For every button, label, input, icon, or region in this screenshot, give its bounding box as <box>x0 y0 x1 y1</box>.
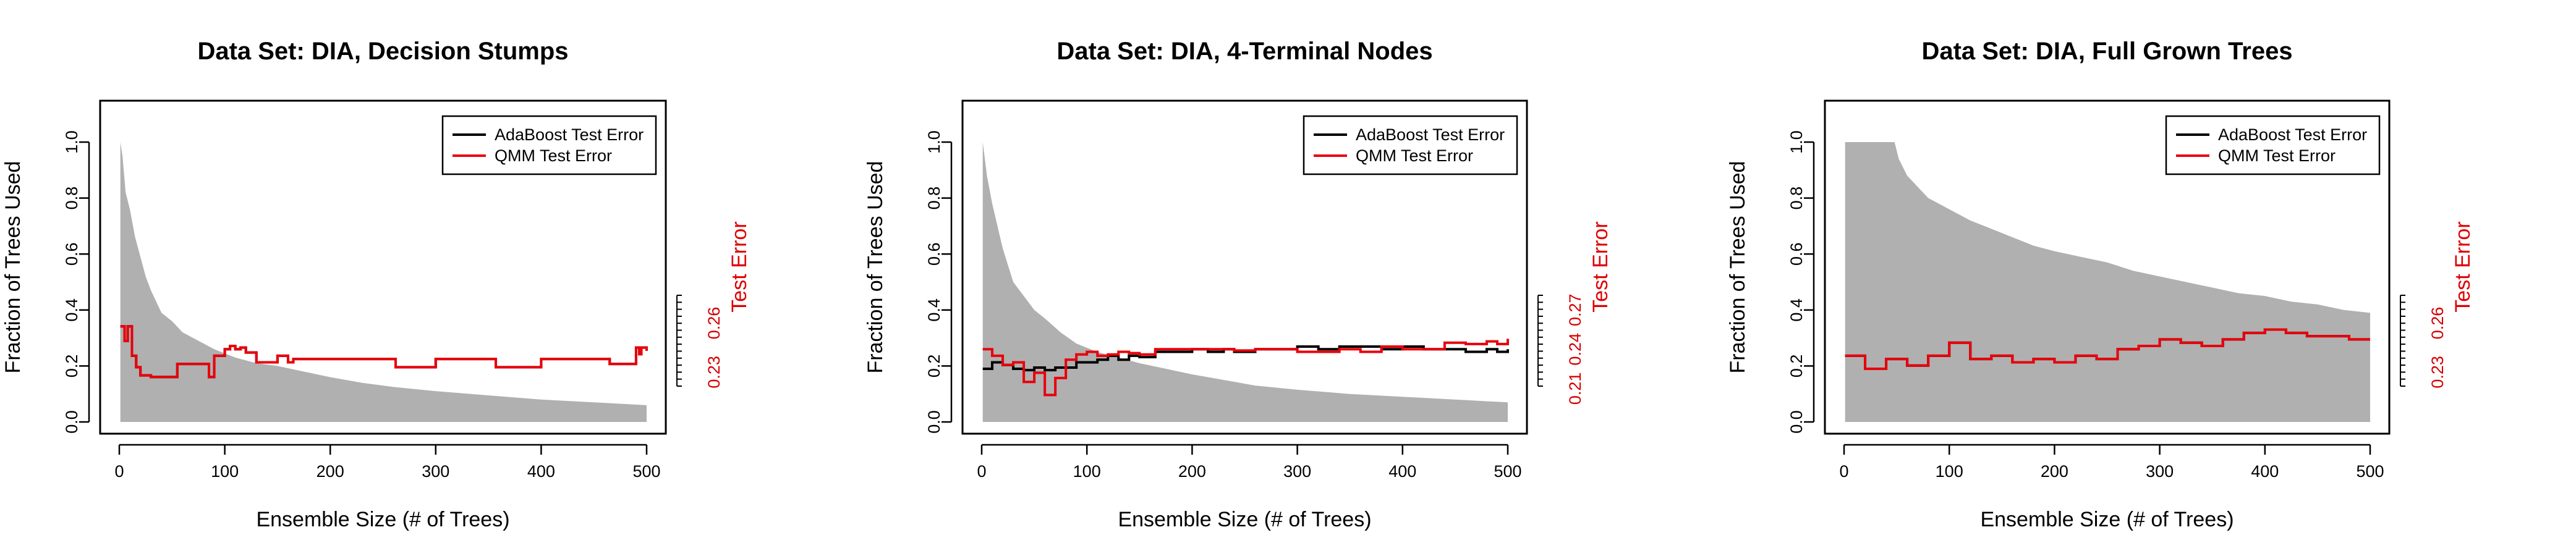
x-tick-label: 0 <box>1839 462 1848 481</box>
x-tick-label: 200 <box>317 462 344 481</box>
x-tick-label: 500 <box>2356 462 2384 481</box>
legend-entry-adaboost: AdaBoost Test Error <box>2218 125 2367 144</box>
chart-title: Data Set: DIA, 4-Terminal Nodes <box>1056 38 1432 65</box>
x-tick-label: 0 <box>114 462 124 481</box>
y-tick-label: 0.4 <box>925 298 943 322</box>
legend-entry-adaboost: AdaBoost Test Error <box>1356 125 1505 144</box>
y-axis-label: Fraction of Trees Used <box>1726 161 1749 374</box>
legend-entry-qmm: QMM Test Error <box>1356 146 1473 165</box>
right-axis-label: Test Error <box>728 221 751 312</box>
x-tick-label: 0 <box>977 462 986 481</box>
x-tick-label: 500 <box>1494 462 1521 481</box>
y-tick-label: 0.6 <box>925 242 943 266</box>
x-tick-label: 300 <box>2146 462 2174 481</box>
y-tick-label: 0.8 <box>62 187 81 210</box>
x-tick-label: 300 <box>1283 462 1311 481</box>
qmm-error-line <box>120 325 648 379</box>
right-tick-label: 0.24 <box>1566 333 1584 366</box>
y-tick-label: 1.0 <box>1787 130 1806 154</box>
x-tick-label: 300 <box>422 462 449 481</box>
right-tick-label: 0.21 <box>1566 373 1584 405</box>
legend-entry-adaboost: AdaBoost Test Error <box>495 125 644 144</box>
x-axis-label: Ensemble Size (# of Trees) <box>256 508 509 531</box>
chart-panel-3: Data Set: DIA, Full Grown Trees 0.0 0.2 0.4… <box>1726 38 2475 531</box>
y-tick-label: 0.2 <box>62 355 81 378</box>
y-tick-label: 0.0 <box>925 410 943 434</box>
x-tick-label: 100 <box>211 462 239 481</box>
legend-entry-qmm: QMM Test Error <box>2218 146 2336 165</box>
x-tick-label: 100 <box>1073 462 1101 481</box>
fraction-trees-area <box>982 142 1508 422</box>
fraction-trees-area <box>120 142 647 422</box>
right-axis-label: Test Error <box>1589 221 1612 312</box>
x-tick-label: 500 <box>632 462 660 481</box>
right-tick-label: 0.26 <box>705 307 723 340</box>
y-tick-label: 1.0 <box>925 130 943 154</box>
plot-frame <box>961 99 1528 435</box>
qmm-error-line <box>982 339 1509 397</box>
chart-panel-1: Data Set: DIA, Decision Stumps 0.0 0.2 0.4 0… <box>1 38 751 531</box>
plot-frame <box>1824 99 2391 435</box>
chart-panel-2: Data Set: DIA, 4-Terminal Nodes 0.0 0.2 0.4… <box>864 38 1612 531</box>
right-tick-label: 0.23 <box>705 356 723 389</box>
right-tick-label: 0.23 <box>2428 356 2447 389</box>
y-tick-label: 0.4 <box>1787 298 1806 322</box>
y-tick-label: 0.6 <box>62 242 81 266</box>
y-tick-label: 1.0 <box>62 130 81 154</box>
x-tick-label: 200 <box>2041 462 2068 481</box>
right-tick-label: 0.27 <box>1566 293 1584 326</box>
x-tick-label: 100 <box>1936 462 1963 481</box>
x-axis-label: Ensemble Size (# of Trees) <box>1980 508 2234 531</box>
x-tick-label: 400 <box>1388 462 1416 481</box>
legend-box <box>1303 115 1518 175</box>
adaboost-error-line <box>982 345 1509 372</box>
y-tick-label: 0.8 <box>1787 187 1806 210</box>
y-tick-label: 0.8 <box>925 187 943 210</box>
plot-frame <box>99 99 667 435</box>
chart-title: Data Set: DIA, Full Grown Trees <box>1921 38 2292 65</box>
y-tick-label: 0.6 <box>1787 242 1806 266</box>
right-axis-label: Test Error <box>2451 221 2475 312</box>
qmm-error-line <box>1845 328 2370 371</box>
y-tick-label: 0.0 <box>62 410 81 434</box>
y-axis-label: Fraction of Trees Used <box>1 161 25 374</box>
x-tick-label: 400 <box>2251 462 2279 481</box>
right-tick-label: 0.26 <box>2428 307 2447 340</box>
x-tick-label: 400 <box>527 462 555 481</box>
y-axis-label: Fraction of Trees Used <box>864 161 887 374</box>
chart-title: Data Set: DIA, Decision Stumps <box>197 38 568 65</box>
y-tick-label: 0.0 <box>1787 410 1806 434</box>
x-axis-label: Ensemble Size (# of Trees) <box>1118 508 1371 531</box>
y-tick-label: 0.2 <box>1787 355 1806 378</box>
fraction-trees-area <box>1845 142 2370 422</box>
legend-box <box>441 115 657 175</box>
x-tick-label: 200 <box>1178 462 1206 481</box>
y-tick-label: 0.4 <box>62 298 81 322</box>
legend-entry-qmm: QMM Test Error <box>495 146 612 165</box>
legend-box <box>2165 115 2381 175</box>
y-tick-label: 0.2 <box>925 355 943 378</box>
